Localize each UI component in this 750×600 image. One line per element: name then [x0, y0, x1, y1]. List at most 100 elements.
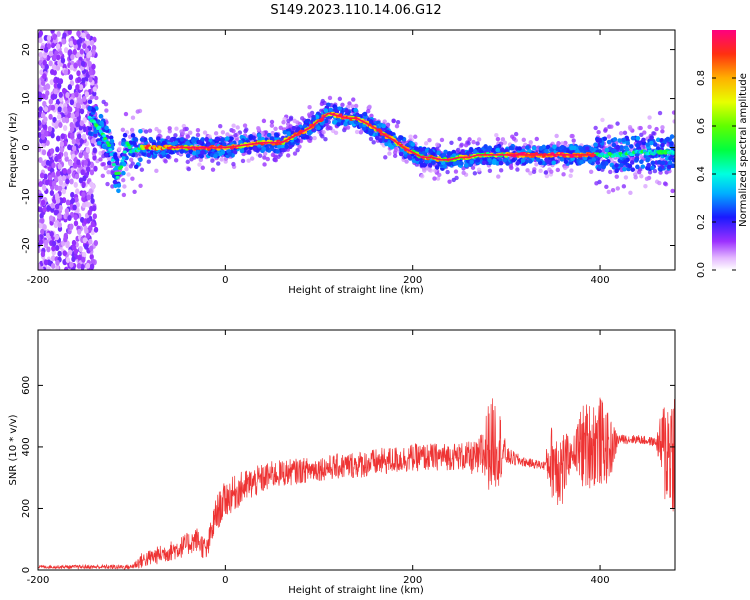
- spectrogram-cell: [63, 69, 68, 76]
- spectrogram-cell: [67, 215, 72, 222]
- spectrogram-cell: [71, 239, 77, 246]
- spectrogram-cell: [476, 137, 482, 142]
- y-tick-label: 200: [21, 499, 32, 518]
- spectrogram-cell: [75, 121, 80, 128]
- spectrogram-cell: [43, 46, 49, 53]
- spectrogram-cell: [49, 79, 55, 86]
- snr-x-axis-label: Height of straight line (km): [288, 585, 424, 596]
- spectrogram-cell: [74, 173, 80, 180]
- spectrogram-cell: [58, 204, 63, 211]
- spectrogram-cell: [91, 63, 96, 70]
- spectrogram-cell: [368, 131, 374, 136]
- spectrogram-cell: [609, 124, 614, 129]
- spectrogram-cell: [657, 110, 663, 116]
- spectrogram-cell: [101, 99, 106, 105]
- spectrogram-cell: [424, 148, 430, 153]
- spectrogram-cell: [646, 162, 651, 168]
- spectrogram-cell: [57, 221, 62, 228]
- colorbar-tick-label: 0.4: [696, 166, 707, 182]
- spectrogram-cell: [551, 160, 557, 166]
- spectrogram-cell: [91, 137, 97, 144]
- spectrogram-cell: [60, 133, 65, 140]
- spectrogram-cell: [210, 141, 216, 146]
- spectrogram-cell: [78, 245, 83, 252]
- spectrogram-cell: [195, 132, 201, 138]
- spectrogram-cell: [48, 113, 53, 120]
- spectrogram-cell: [127, 145, 132, 150]
- spectrogram-cell: [256, 133, 262, 139]
- spectrogram-cell: [436, 150, 441, 156]
- spectrogram-cell: [38, 111, 42, 118]
- spectrogram-cell: [597, 179, 602, 185]
- spectrogram-cell: [647, 124, 652, 130]
- spectrogram-cell: [106, 160, 112, 166]
- spectrogram-cell: [156, 140, 162, 146]
- spectrogram-cell: [82, 116, 87, 123]
- spectrogram-cell: [78, 37, 83, 44]
- spectrogram-cell: [92, 205, 97, 212]
- spectrogram-cell: [65, 257, 71, 264]
- spectrogram-cell: [38, 247, 41, 254]
- spectrogram-cell: [614, 168, 619, 174]
- spectrogram-cell: [50, 104, 56, 111]
- spectrogram-cell: [560, 141, 565, 146]
- spectrogram-cell: [195, 149, 201, 155]
- spectrogram-cell: [555, 167, 561, 173]
- spectrogram-cell: [304, 134, 310, 140]
- spectrogram-cell: [39, 69, 44, 76]
- spectrogram-cell: [459, 142, 464, 148]
- spectrogram-cell: [130, 176, 135, 181]
- spectrogram-cell: [639, 155, 645, 160]
- spectrogram-cell: [461, 170, 466, 176]
- spectrogram-cell: [55, 197, 61, 204]
- spectrogram-cell: [92, 86, 98, 93]
- spectrogram-cell: [647, 170, 653, 175]
- spectrogram-cell: [57, 213, 62, 220]
- spectrogram-cell: [511, 157, 516, 163]
- spectrogram-cell: [71, 138, 77, 145]
- spectrogram-cell: [262, 162, 267, 167]
- spectrogram-cell: [51, 64, 57, 71]
- spectrogram-cell: [79, 120, 84, 127]
- spectrogram-cell: [58, 122, 63, 129]
- spectrogram-cell: [146, 152, 151, 158]
- spectrogram-cell: [470, 165, 476, 170]
- spectrogram-cell: [292, 151, 298, 156]
- spectrogram-cell: [65, 178, 70, 185]
- spectrogram-cell: [61, 38, 66, 45]
- spectrogram-cell: [74, 196, 79, 203]
- spectrogram-cell: [528, 159, 533, 164]
- spectrogram-cell: [307, 105, 312, 110]
- spectrogram-cell: [89, 253, 94, 260]
- spectrogram-cell: [614, 163, 619, 168]
- spectrogram-cell: [120, 159, 125, 163]
- spectrogram-cell: [434, 165, 440, 170]
- spectrogram-cell: [629, 160, 635, 165]
- spectrogram-cell: [257, 153, 263, 158]
- spectrogram-cell: [628, 126, 633, 132]
- spectrogram-cell: [45, 159, 51, 166]
- spectrogram-cell: [55, 54, 61, 61]
- spectrogram-cell: [324, 122, 330, 127]
- spectrogram-cell: [587, 159, 593, 164]
- spectrogram-cell: [38, 37, 43, 44]
- spectrogram-cell: [54, 192, 60, 199]
- spectrogram-cell: [42, 206, 47, 213]
- spectrogram-cell: [481, 160, 487, 166]
- spectrogram-cell: [191, 138, 196, 144]
- spectrogram-cell: [40, 199, 46, 206]
- spectrogram-cell: [98, 157, 103, 162]
- spectrogram-cell: [55, 135, 61, 142]
- spectrogram-cell: [46, 204, 51, 211]
- spectrogram-cell: [595, 160, 601, 165]
- spectrogram-cell: [260, 131, 265, 136]
- spectrogram-cell: [73, 62, 78, 69]
- spectrogram-cell: [63, 47, 69, 54]
- spectrogram-cell: [104, 152, 109, 158]
- spectrogram-cell: [652, 142, 658, 147]
- spectrogram-cell: [38, 157, 43, 164]
- spectrogram-cell: [57, 185, 63, 192]
- spectrogram-cell: [368, 136, 374, 142]
- spectrogram-cell: [76, 76, 82, 83]
- spectrogram-cell: [602, 136, 608, 142]
